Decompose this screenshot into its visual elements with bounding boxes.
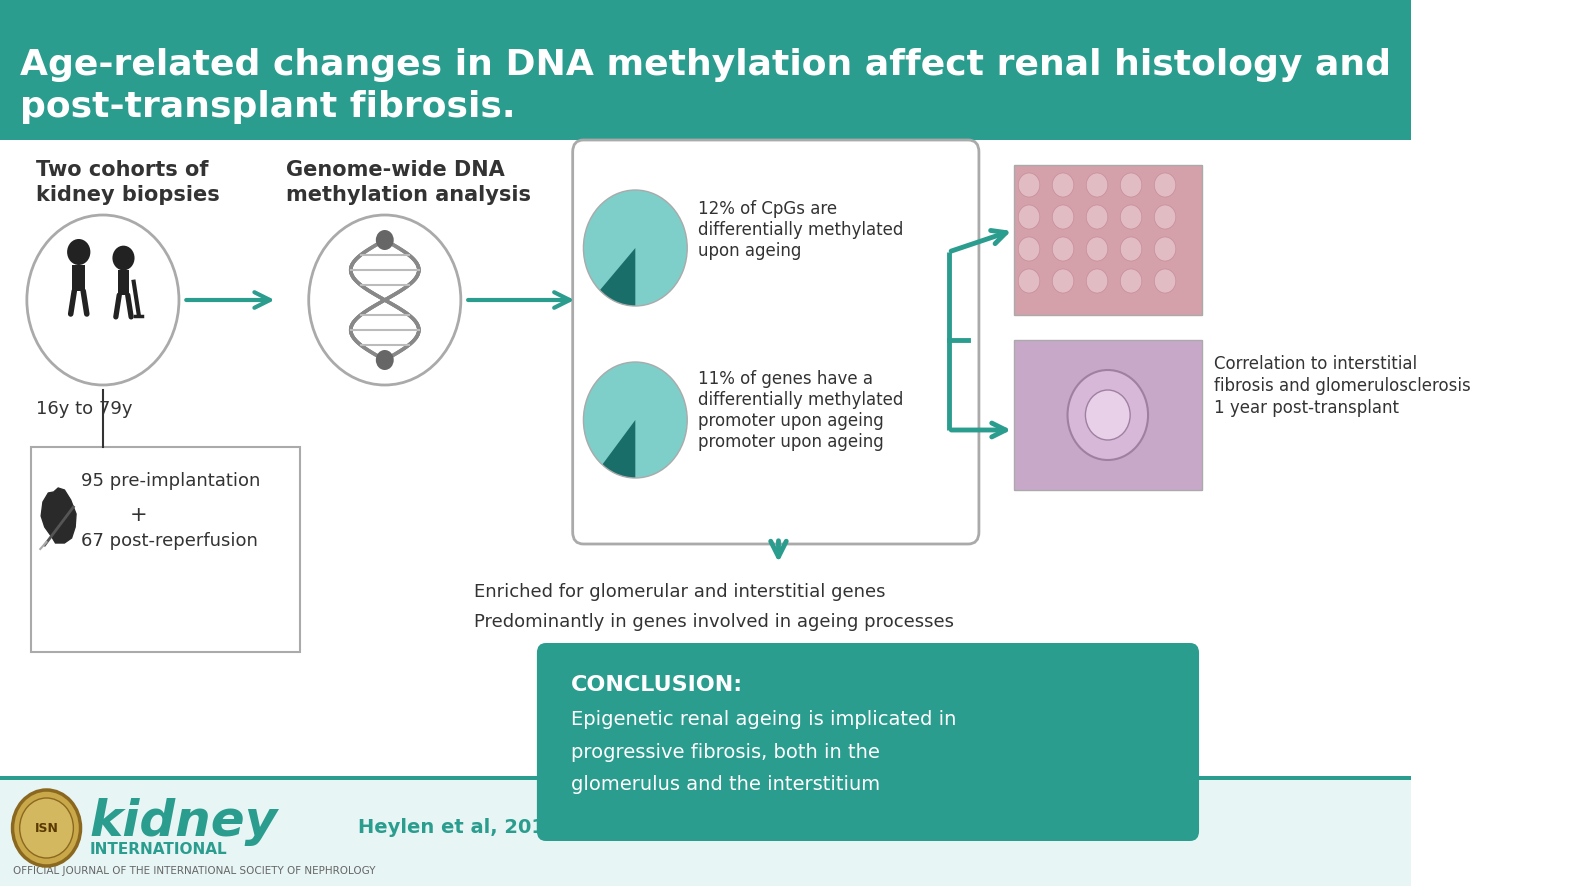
- Text: 11% of genes have a: 11% of genes have a: [699, 370, 874, 388]
- Bar: [1014, 165, 1202, 315]
- Bar: [0, 140, 1411, 776]
- Circle shape: [1068, 370, 1148, 460]
- Bar: [0, 776, 1411, 780]
- Text: fibrosis and glomerulosclerosis: fibrosis and glomerulosclerosis: [1214, 377, 1471, 395]
- Circle shape: [1154, 205, 1176, 229]
- Circle shape: [19, 798, 74, 858]
- Text: Correlation to interstitial: Correlation to interstitial: [1214, 355, 1418, 373]
- Circle shape: [1087, 237, 1107, 261]
- Text: INTERNATIONAL: INTERNATIONAL: [90, 842, 227, 857]
- Wedge shape: [583, 362, 688, 478]
- Wedge shape: [602, 420, 636, 478]
- Circle shape: [1154, 237, 1176, 261]
- Text: 16y to 79y: 16y to 79y: [36, 400, 132, 418]
- Text: kidney biopsies: kidney biopsies: [36, 185, 219, 205]
- Text: Enriched for glomerular and interstitial genes: Enriched for glomerular and interstitial…: [475, 583, 886, 601]
- Circle shape: [1154, 269, 1176, 293]
- Circle shape: [1120, 237, 1142, 261]
- Text: 1 year post-transplant: 1 year post-transplant: [1214, 399, 1399, 417]
- FancyBboxPatch shape: [572, 140, 979, 544]
- Circle shape: [1120, 269, 1142, 293]
- Text: CONCLUSION:: CONCLUSION:: [571, 675, 743, 695]
- Circle shape: [1087, 205, 1107, 229]
- Text: differentially methylated: differentially methylated: [699, 221, 904, 239]
- Circle shape: [1019, 269, 1039, 293]
- Text: OFFICIAL JOURNAL OF THE INTERNATIONAL SOCIETY OF NEPHROLOGY: OFFICIAL JOURNAL OF THE INTERNATIONAL SO…: [14, 866, 375, 876]
- Circle shape: [1120, 173, 1142, 197]
- Text: promoter upon ageing: promoter upon ageing: [699, 412, 883, 430]
- Circle shape: [1019, 173, 1039, 197]
- Text: upon ageing: upon ageing: [699, 242, 801, 260]
- Circle shape: [1052, 269, 1074, 293]
- Text: methylation analysis: methylation analysis: [287, 185, 531, 205]
- Text: Genome-wide DNA: Genome-wide DNA: [287, 160, 505, 180]
- Circle shape: [375, 350, 394, 370]
- Text: 12% of CpGs are: 12% of CpGs are: [699, 200, 837, 218]
- Text: Two cohorts of: Two cohorts of: [36, 160, 208, 180]
- Circle shape: [1052, 205, 1074, 229]
- Text: 95 pre-implantation: 95 pre-implantation: [80, 472, 260, 490]
- Bar: [73, 265, 85, 291]
- Circle shape: [1019, 237, 1039, 261]
- Circle shape: [112, 245, 134, 270]
- Circle shape: [13, 790, 80, 866]
- Circle shape: [1052, 237, 1074, 261]
- Circle shape: [1087, 173, 1107, 197]
- Text: kidney: kidney: [90, 798, 278, 846]
- Text: Epigenetic renal ageing is implicated in
progressive fibrosis, both in the
glome: Epigenetic renal ageing is implicated in…: [571, 710, 956, 794]
- Text: +: +: [129, 505, 148, 525]
- Bar: [32, 447, 300, 652]
- Bar: [1014, 340, 1202, 490]
- Circle shape: [1019, 205, 1039, 229]
- Circle shape: [1052, 173, 1074, 197]
- Text: promoter upon ageing: promoter upon ageing: [699, 433, 883, 451]
- Bar: [0, 776, 1411, 886]
- Text: ISN: ISN: [35, 821, 58, 835]
- Circle shape: [1120, 205, 1142, 229]
- Text: post-transplant fibrosis.: post-transplant fibrosis.: [19, 90, 516, 124]
- Text: Predominantly in genes involved in ageing processes: Predominantly in genes involved in agein…: [475, 613, 954, 631]
- Text: 67 post-reperfusion: 67 post-reperfusion: [80, 532, 257, 550]
- Circle shape: [68, 239, 90, 265]
- Circle shape: [1085, 390, 1131, 440]
- Circle shape: [1087, 269, 1107, 293]
- Bar: [118, 270, 129, 295]
- Text: Age-related changes in DNA methylation affect renal histology and: Age-related changes in DNA methylation a…: [19, 48, 1391, 82]
- Wedge shape: [583, 190, 688, 306]
- Polygon shape: [41, 488, 76, 543]
- Wedge shape: [599, 248, 636, 306]
- Text: differentially methylated: differentially methylated: [699, 391, 904, 409]
- Text: Heylen et al, 2019: Heylen et al, 2019: [358, 818, 558, 837]
- Circle shape: [375, 230, 394, 250]
- FancyBboxPatch shape: [536, 643, 1199, 841]
- Bar: [0, 0, 1411, 140]
- Circle shape: [1154, 173, 1176, 197]
